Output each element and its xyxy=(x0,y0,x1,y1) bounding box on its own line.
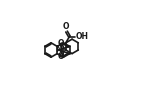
Text: N: N xyxy=(55,46,62,54)
Text: O: O xyxy=(63,22,69,31)
Text: OH: OH xyxy=(76,32,89,41)
Text: O: O xyxy=(58,39,64,48)
Text: O: O xyxy=(58,52,64,61)
